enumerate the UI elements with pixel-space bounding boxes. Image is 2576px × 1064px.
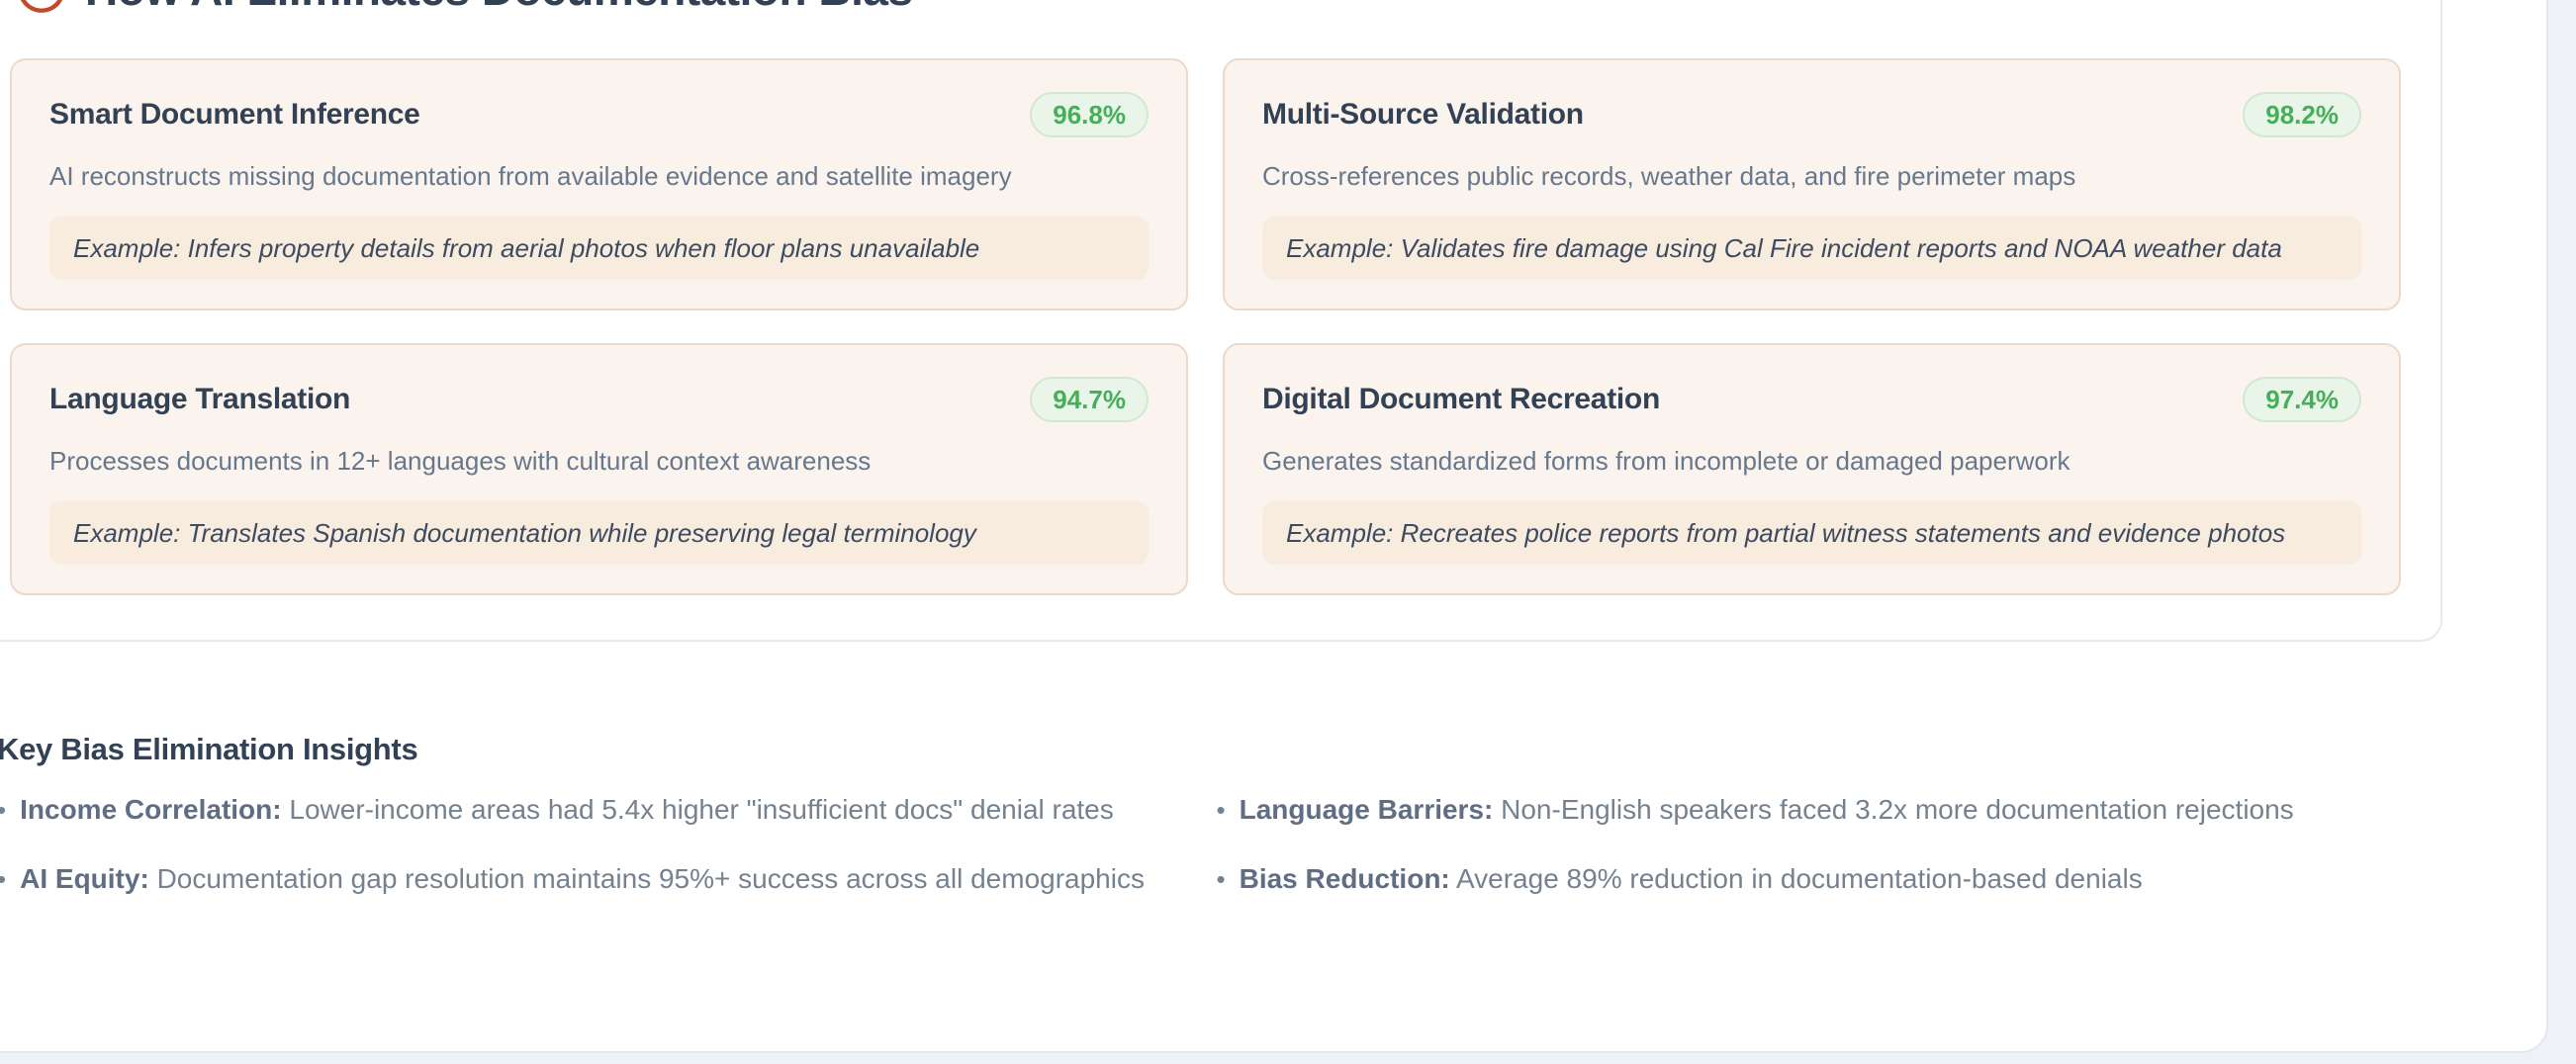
insight-text: Documentation gap resolution maintains 9…: [156, 863, 1145, 894]
feature-card-language-translation: Language Translation 94.7% Processes doc…: [10, 343, 1188, 595]
feature-card-example: Example: Recreates police reports from p…: [1262, 501, 2361, 565]
accuracy-badge: 98.2%: [2243, 92, 2361, 137]
insight-label: Language Barriers:: [1239, 794, 1494, 825]
content-panel: How AI Eliminates Documentation Bias Sma…: [0, 0, 2548, 1053]
insight-item-bias-reduction: • Bias Reduction: Average 89% reduction …: [1217, 862, 2437, 896]
bullet-icon: •: [1216, 864, 1226, 894]
insights-heading: Key Bias Elimination Insights: [0, 732, 418, 766]
circle-check-icon: [16, 0, 67, 15]
feature-card-title: Digital Document Recreation: [1262, 383, 1660, 415]
insight-text: Non-English speakers faced 3.2x more doc…: [1501, 794, 2294, 825]
feature-card-smart-document-inference: Smart Document Inference 96.8% AI recons…: [10, 58, 1188, 310]
feature-card-description: Processes documents in 12+ languages wit…: [49, 446, 872, 476]
feature-card-head: Smart Document Inference 96.8%: [49, 92, 1149, 137]
bullet-icon: •: [1216, 795, 1226, 825]
feature-card-example: Example: Translates Spanish documentatio…: [49, 501, 1149, 565]
bullet-icon: •: [0, 793, 6, 827]
insight-label: Bias Reduction:: [1239, 863, 1450, 894]
insight-text: Lower-income areas had 5.4x higher "insu…: [289, 794, 1114, 825]
feature-card-description: Generates standardized forms from incomp…: [1262, 446, 2070, 476]
feature-card-title: Language Translation: [49, 383, 351, 415]
feature-card-head: Multi-Source Validation 98.2%: [1262, 92, 2361, 137]
panel-header: How AI Eliminates Documentation Bias: [16, 0, 913, 16]
insight-label: Income Correlation:: [20, 794, 282, 825]
insight-item-income-correlation: • Income Correlation: Lower-income areas…: [0, 793, 1217, 827]
feature-cards-grid: Smart Document Inference 96.8% AI recons…: [10, 58, 2401, 595]
documentation-bias-card: How AI Eliminates Documentation Bias Sma…: [0, 0, 2442, 642]
feature-card-title: Multi-Source Validation: [1262, 98, 1584, 131]
panel-title: How AI Eliminates Documentation Bias: [85, 0, 913, 16]
insight-item-ai-equity: • AI Equity: Documentation gap resolutio…: [0, 862, 1217, 896]
feature-card-description: AI reconstructs missing documentation fr…: [49, 161, 1012, 191]
accuracy-badge: 96.8%: [1030, 92, 1149, 137]
insight-label: AI Equity:: [20, 863, 149, 894]
insight-body: Bias Reduction: Average 89% reduction in…: [1240, 862, 2143, 896]
insights-section: • Income Correlation: Lower-income areas…: [0, 793, 2436, 896]
accuracy-badge: 94.7%: [1030, 377, 1149, 422]
insight-body: Income Correlation: Lower-income areas h…: [20, 793, 1114, 827]
feature-card-description: Cross-references public records, weather…: [1262, 161, 2076, 191]
feature-card-multi-source-validation: Multi-Source Validation 98.2% Cross-refe…: [1223, 58, 2401, 310]
feature-card-example: Example: Validates fire damage using Cal…: [1262, 217, 2361, 280]
feature-card-head: Language Translation 94.7%: [49, 377, 1149, 422]
feature-card-digital-document-recreation: Digital Document Recreation 97.4% Genera…: [1223, 343, 2401, 595]
feature-card-example: Example: Infers property details from ae…: [49, 217, 1149, 280]
feature-card-head: Digital Document Recreation 97.4%: [1262, 377, 2361, 422]
insight-body: AI Equity: Documentation gap resolution …: [20, 862, 1145, 896]
insight-text: Average 89% reduction in documentation-b…: [1455, 863, 2143, 894]
accuracy-badge: 97.4%: [2243, 377, 2361, 422]
bullet-icon: •: [0, 862, 6, 896]
insight-item-language-barriers: • Language Barriers: Non-English speaker…: [1217, 793, 2437, 827]
insight-body: Language Barriers: Non-English speakers …: [1240, 793, 2294, 827]
feature-card-title: Smart Document Inference: [49, 98, 420, 131]
